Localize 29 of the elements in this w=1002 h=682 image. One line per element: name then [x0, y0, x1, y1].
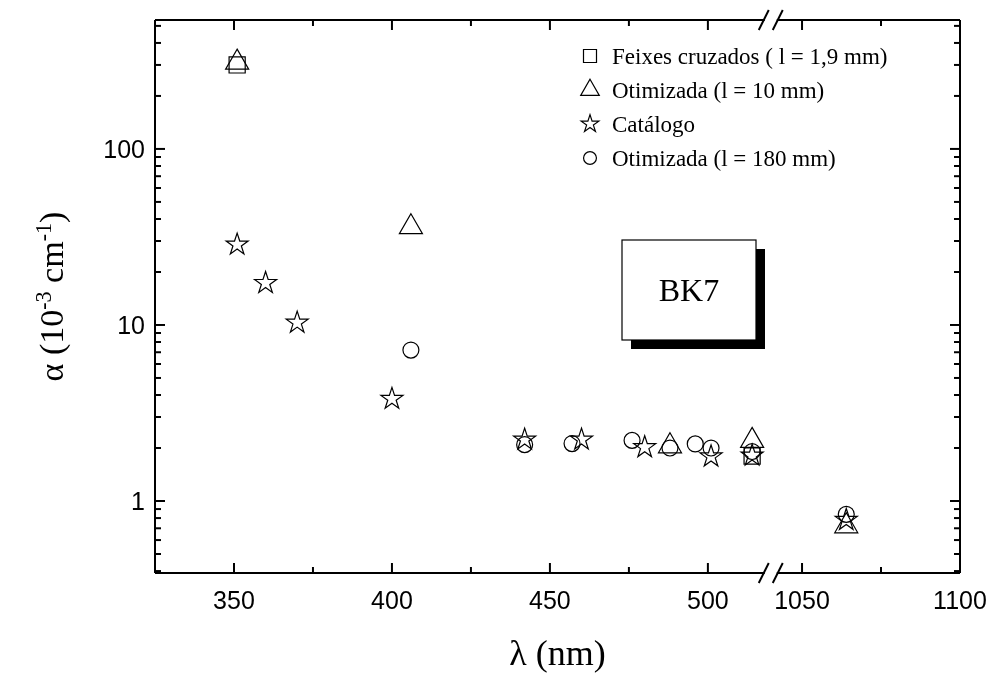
legend-label: Otimizada (l = 10 mm) [612, 78, 825, 103]
point [563, 435, 581, 453]
point [285, 310, 309, 333]
point [402, 341, 420, 359]
x-tick-label: 450 [529, 586, 571, 614]
x-tick-label: 500 [687, 586, 729, 614]
annotation: BK7 [658, 272, 720, 308]
point [633, 435, 657, 458]
y-tick-label: 10 [117, 310, 145, 339]
point [686, 435, 704, 453]
x-tick-label: 400 [371, 586, 413, 614]
point [225, 48, 250, 70]
point [699, 444, 723, 467]
legend-label: Otimizada (l = 180 mm) [612, 146, 836, 171]
point [225, 232, 249, 255]
point [398, 213, 424, 235]
y-tick-label: 100 [103, 134, 145, 163]
x-tick-label: 350 [213, 586, 255, 614]
point [380, 386, 404, 409]
point [253, 270, 278, 294]
x-tick-label: 1050 [774, 586, 830, 614]
x-tick-label: 1100 [933, 586, 987, 614]
point [623, 431, 641, 449]
legend-label: Catálogo [612, 112, 696, 137]
legend-label: Feixes cruzados ( l = 1,9 mm) [612, 44, 888, 69]
x-axis-title: λ (nm) [509, 633, 606, 673]
point [513, 427, 537, 450]
y-tick-label: 1 [131, 487, 145, 516]
point [569, 427, 594, 450]
